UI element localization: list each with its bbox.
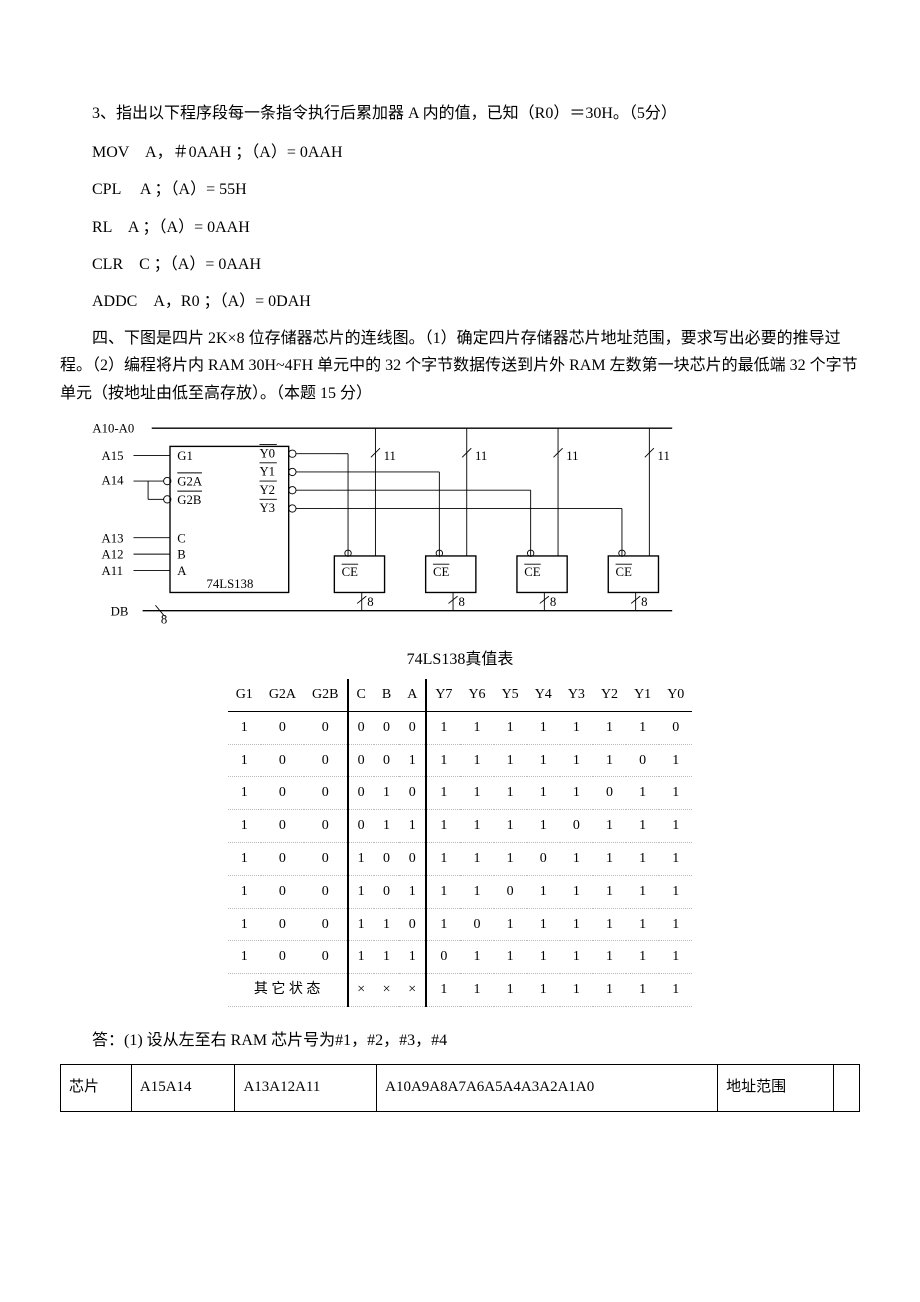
table-row: 10011101111111: [228, 941, 693, 974]
a11-label: A11: [102, 564, 124, 578]
svg-text:CE: CE: [342, 565, 359, 579]
svg-text:C: C: [177, 531, 186, 545]
svg-text:11: 11: [566, 449, 578, 463]
svg-text:A: A: [177, 564, 187, 578]
bus-label: A10-A0: [92, 421, 134, 435]
table-row: 其 它 状 态×××11111111: [228, 974, 693, 1007]
chip-label: 74LS138: [207, 577, 254, 591]
code-line: RL A ；（A）= 0AAH: [60, 214, 860, 241]
table-row: 10011010111111: [228, 908, 693, 941]
code-line: MOV A，＃0AAH ；（A）= 0AAH: [60, 139, 860, 166]
table-row: 10000111111101: [228, 744, 693, 777]
a13-label: A13: [102, 531, 124, 545]
svg-text:8: 8: [641, 595, 647, 609]
table-row: 10000011111110: [228, 711, 693, 744]
circuit-diagram: A10-A0 74LS138 A15 G1 A14 G2A G2B A13 C …: [60, 419, 660, 638]
table-row: 10010011101111: [228, 843, 693, 876]
truth-table: G1G2AG2BCBAY7Y6Y5Y4Y3Y2Y1Y0 100000111111…: [228, 679, 693, 1007]
svg-text:8: 8: [367, 595, 373, 609]
table-row: 10010111011111: [228, 875, 693, 908]
db-label: DB: [111, 604, 129, 618]
svg-text:G1: G1: [177, 449, 193, 463]
table-row: 10001111110111: [228, 810, 693, 843]
svg-text:Y3: Y3: [259, 501, 275, 515]
svg-text:B: B: [177, 547, 186, 561]
svg-text:Y2: Y2: [259, 483, 275, 497]
svg-text:8: 8: [459, 595, 465, 609]
svg-text:CE: CE: [524, 565, 541, 579]
code-line: CPL A ；（A）= 55H: [60, 176, 860, 203]
svg-text:11: 11: [384, 449, 396, 463]
svg-text:G2A: G2A: [177, 474, 203, 488]
svg-text:11: 11: [475, 449, 487, 463]
q3-prompt: 3、指出以下程序段每一条指令执行后累加器 A 内的值，已知（R0）＝30H。（5…: [60, 100, 860, 127]
a15-label: A15: [102, 449, 124, 463]
svg-text:CE: CE: [616, 565, 633, 579]
svg-text:Y1: Y1: [259, 464, 275, 478]
svg-text:11: 11: [658, 449, 670, 463]
svg-text:Y0: Y0: [259, 446, 275, 460]
code-line: CLR C ；（A）= 0AAH: [60, 251, 860, 278]
q4-prompt: 四、下图是四片 2K×8 位存储器芯片的连线图。（1）确定四片存储器芯片地址范围…: [60, 325, 860, 407]
svg-text:G2B: G2B: [177, 493, 201, 507]
a12-label: A12: [102, 547, 124, 561]
svg-text:8: 8: [550, 595, 556, 609]
answer-line: 答：(1) 设从左至右 RAM 芯片号为#1，#2，#3，#4: [60, 1027, 860, 1054]
svg-text:8: 8: [161, 612, 167, 626]
code-line: ADDC A，R0 ；（A）= 0DAH: [60, 288, 860, 315]
truth-title: 74LS138真值表: [60, 646, 860, 673]
table-row: 10001011111011: [228, 777, 693, 810]
answer-table: 芯片A15A14A13A12A11A10A9A8A7A6A5A4A3A2A1A0…: [60, 1064, 860, 1112]
a14-label: A14: [102, 473, 125, 487]
svg-text:CE: CE: [433, 565, 450, 579]
